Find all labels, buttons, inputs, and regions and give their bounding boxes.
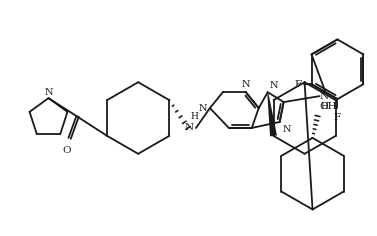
Text: F: F bbox=[334, 113, 341, 122]
Text: N: N bbox=[198, 104, 207, 113]
Text: O: O bbox=[62, 146, 71, 155]
Text: OH: OH bbox=[320, 102, 337, 111]
Text: H: H bbox=[190, 112, 198, 121]
Polygon shape bbox=[267, 92, 277, 136]
Text: N: N bbox=[320, 92, 329, 101]
Text: F: F bbox=[294, 80, 301, 89]
Text: N: N bbox=[185, 123, 194, 132]
Text: H: H bbox=[320, 102, 328, 111]
Text: N: N bbox=[270, 81, 278, 90]
Text: N: N bbox=[283, 125, 291, 134]
Text: N: N bbox=[242, 80, 250, 89]
Text: N: N bbox=[44, 88, 53, 97]
